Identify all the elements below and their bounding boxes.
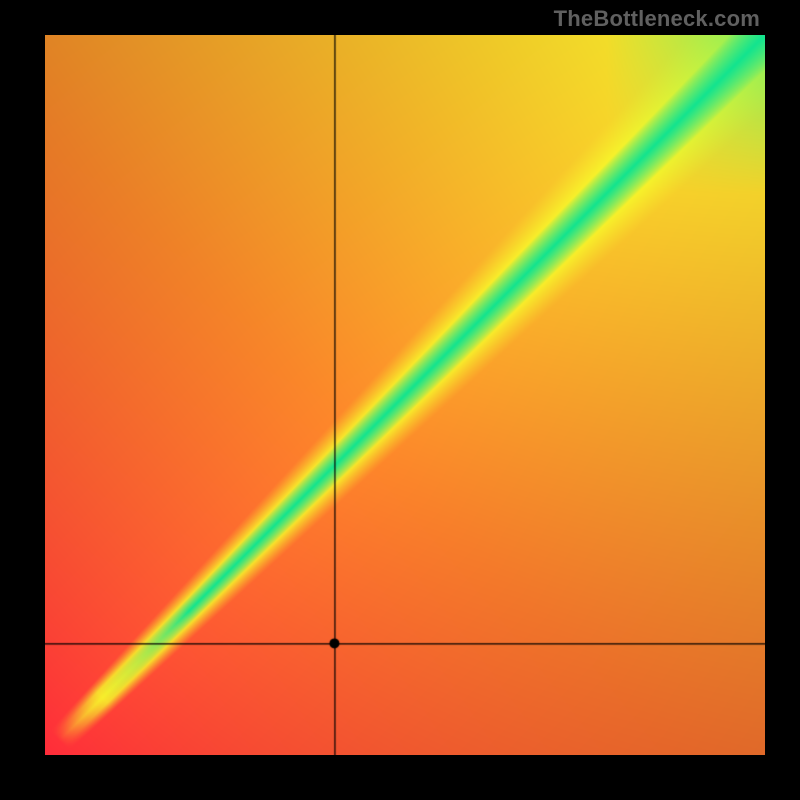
heatmap-canvas [45, 35, 765, 755]
heatmap-canvas-wrap [45, 35, 765, 755]
chart-container: TheBottleneck.com [0, 0, 800, 800]
watermark-text: TheBottleneck.com [554, 6, 760, 32]
